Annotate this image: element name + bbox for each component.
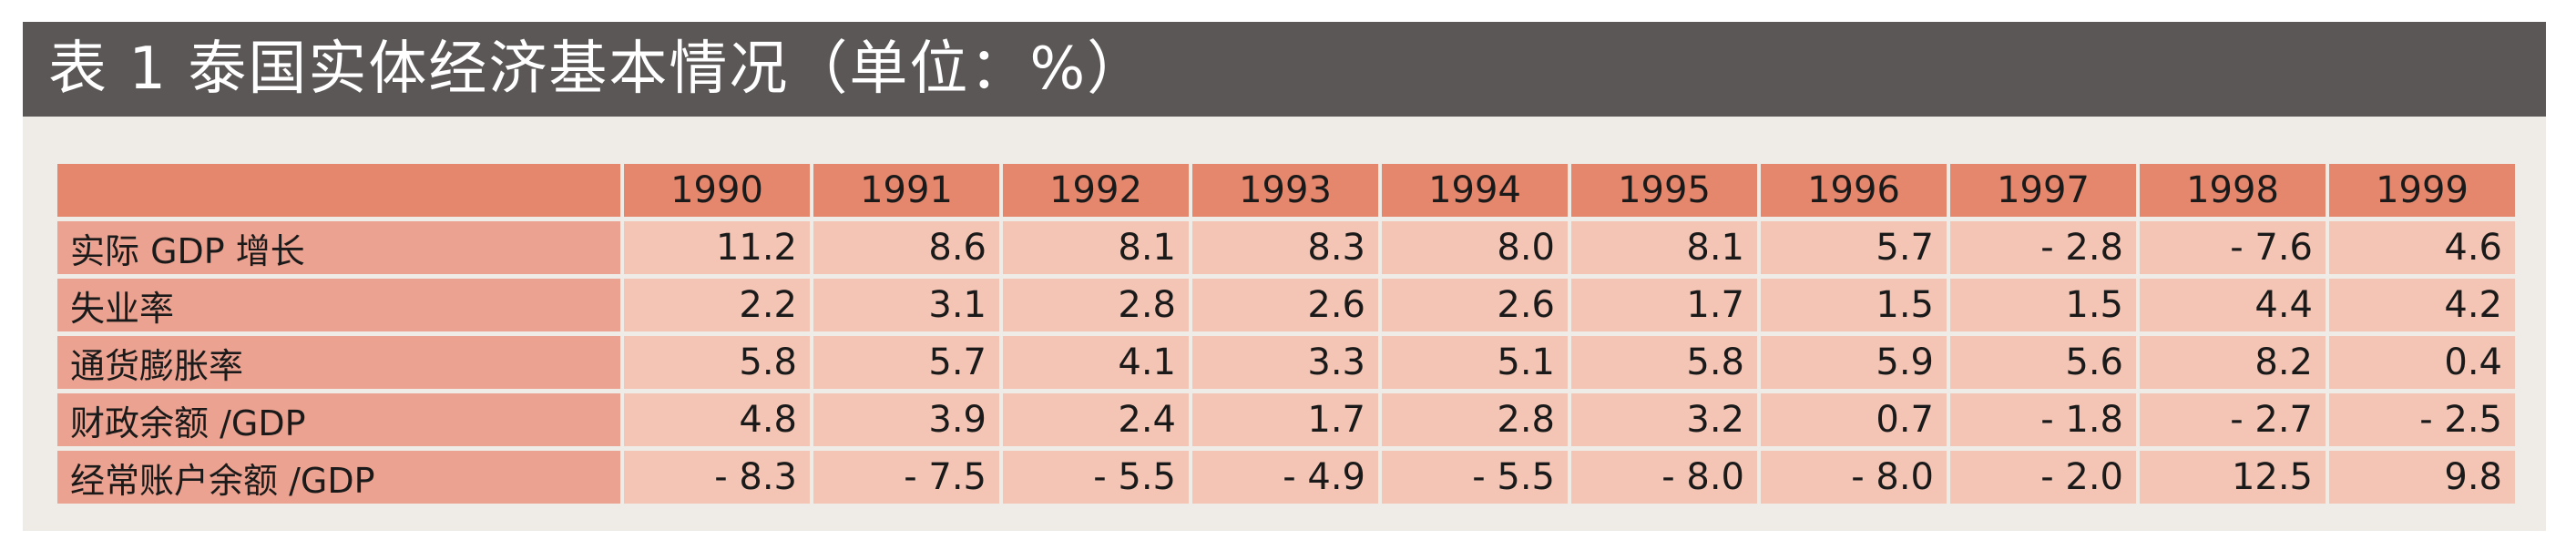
column-header-1998: 1998 xyxy=(2140,164,2326,217)
table-cell: 2.4 xyxy=(1003,393,1189,446)
table-cell: 1.7 xyxy=(1192,393,1378,446)
table-row: 财政余额 /GDP 4.8 3.9 2.4 1.7 2.8 3.2 0.7- 1.8- 2.7… xyxy=(57,393,2515,446)
table-cell: 3.2 xyxy=(1571,393,1757,446)
row-label: 财政余额 /GDP xyxy=(57,393,620,446)
column-header-1995: 1995 xyxy=(1571,164,1757,217)
column-header-1991: 1991 xyxy=(813,164,999,217)
column-header-1992: 1992 xyxy=(1003,164,1189,217)
column-header-1990: 1990 xyxy=(624,164,810,217)
corner-cell xyxy=(57,164,620,217)
table-cell: 12.5 xyxy=(2140,451,2326,504)
row-label: 失业率 xyxy=(57,279,620,331)
table-cell: 5.7 xyxy=(813,336,999,389)
table-cell: - 2.7 xyxy=(2140,393,2326,446)
table-cell: - 8.0 xyxy=(1571,451,1757,504)
table-cell: 4.6 xyxy=(2329,221,2515,274)
table-cell: 2.8 xyxy=(1003,279,1189,331)
table-cell: - 8.3 xyxy=(624,451,810,504)
table-cell: 5.9 xyxy=(1761,336,1947,389)
table-cell: 4.8 xyxy=(624,393,810,446)
table-cell: 0.7 xyxy=(1761,393,1947,446)
table-cell: 8.1 xyxy=(1571,221,1757,274)
table-cell: 0.4 xyxy=(2329,336,2515,389)
table-cell: 8.3 xyxy=(1192,221,1378,274)
table-cell: 3.3 xyxy=(1192,336,1378,389)
table-row: 通货膨胀率 5.8 5.7 4.1 3.3 5.1 5.8 5.9 5.6 8.2 0.4 xyxy=(57,336,2515,389)
table-cell: 3.1 xyxy=(813,279,999,331)
table-cell: - 7.5 xyxy=(813,451,999,504)
row-label: 经常账户余额 /GDP xyxy=(57,451,620,504)
table-title: 表 1 泰国实体经济基本情况（单位：%） xyxy=(23,22,2546,117)
table-cell: 1.5 xyxy=(1950,279,2136,331)
row-label: 实际 GDP 增长 xyxy=(57,221,620,274)
table-cell: - 5.5 xyxy=(1003,451,1189,504)
table-cell: 2.8 xyxy=(1382,393,1568,446)
table-cell: - 8.0 xyxy=(1761,451,1947,504)
column-header-1993: 1993 xyxy=(1192,164,1378,217)
column-header-1997: 1997 xyxy=(1950,164,2136,217)
table-cell: 2.2 xyxy=(624,279,810,331)
table-cell: - 2.5 xyxy=(2329,393,2515,446)
table-cell: 5.8 xyxy=(1571,336,1757,389)
table-cell: - 2.0 xyxy=(1950,451,2136,504)
table-cell: 5.7 xyxy=(1761,221,1947,274)
table-cell: - 1.8 xyxy=(1950,393,2136,446)
column-header-1994: 1994 xyxy=(1382,164,1568,217)
table-cell: 1.5 xyxy=(1761,279,1947,331)
header-row: 1990 1991 1992 1993 1994 1995 1996 1997 1998 1999 xyxy=(57,164,2515,217)
table-cell: 2.6 xyxy=(1382,279,1568,331)
table-cell: 5.6 xyxy=(1950,336,2136,389)
table-row: 实际 GDP 增长 11.2 8.6 8.1 8.3 8.0 8.1 5.7- 2.8- 7.… xyxy=(57,221,2515,274)
table-cell: - 4.9 xyxy=(1192,451,1378,504)
table-cell: - 7.6 xyxy=(2140,221,2326,274)
column-header-1999: 1999 xyxy=(2329,164,2515,217)
table-cell: 8.1 xyxy=(1003,221,1189,274)
table-cell: 8.0 xyxy=(1382,221,1568,274)
column-header-1996: 1996 xyxy=(1761,164,1947,217)
table-cell: 8.2 xyxy=(2140,336,2326,389)
table-cell: 8.6 xyxy=(813,221,999,274)
table-cell: 4.2 xyxy=(2329,279,2515,331)
table-cell: 3.9 xyxy=(813,393,999,446)
table-cell: 4.4 xyxy=(2140,279,2326,331)
row-label: 通货膨胀率 xyxy=(57,336,620,389)
table-cell: 9.8 xyxy=(2329,451,2515,504)
table-row: 经常账户余额 /GDP - 8.3- 7.5- 5.5- 4.9- 5.5- 8.… xyxy=(57,451,2515,504)
table-cell: 11.2 xyxy=(624,221,810,274)
table-cell: 4.1 xyxy=(1003,336,1189,389)
table-cell: 5.1 xyxy=(1382,336,1568,389)
table-cell: 2.6 xyxy=(1192,279,1378,331)
table-row: 失业率 2.2 3.1 2.8 2.6 2.6 1.7 1.5 1.5 4.4 4.2 xyxy=(57,279,2515,331)
table-cell: 5.8 xyxy=(624,336,810,389)
table-cell: 1.7 xyxy=(1571,279,1757,331)
table-cell: - 2.8 xyxy=(1950,221,2136,274)
economy-table: 1990 1991 1992 1993 1994 1995 1996 1997 1998 1999… xyxy=(54,159,2519,508)
table-cell: - 5.5 xyxy=(1382,451,1568,504)
